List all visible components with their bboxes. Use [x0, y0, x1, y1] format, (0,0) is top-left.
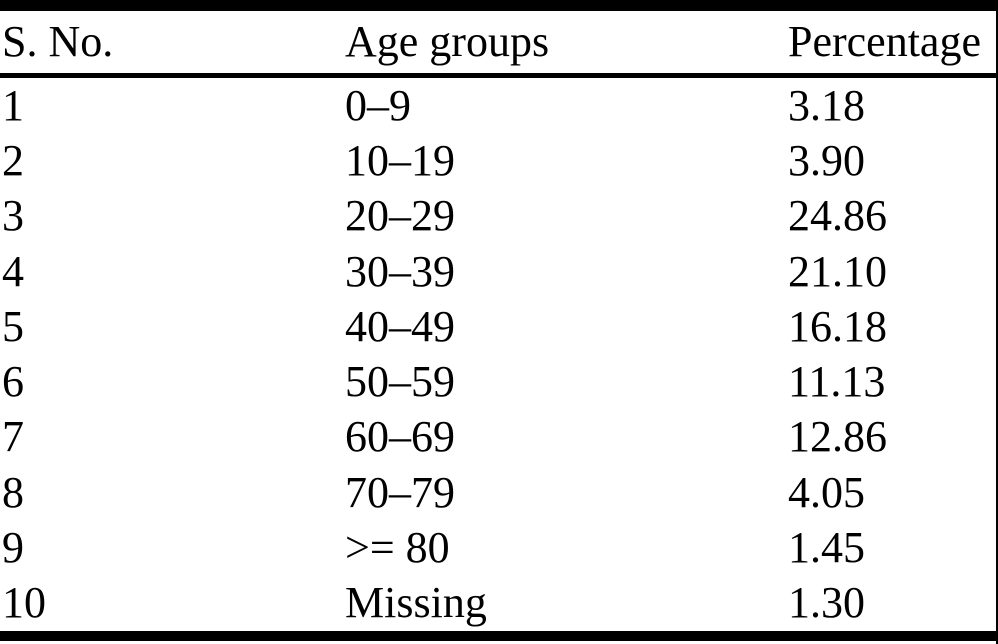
table-body: 1 0–9 3.18 2 10–19 3.90 3 20–29 24.86 4 … — [0, 78, 998, 631]
cell-percentage: 12.86 — [788, 412, 887, 462]
table-bottom-rule — [0, 631, 998, 641]
cell-age-group: 70–79 — [345, 467, 455, 517]
cell-sno: 2 — [2, 135, 24, 185]
table-row: 6 50–59 11.13 — [0, 354, 998, 409]
cell-sno: 10 — [2, 578, 46, 628]
table-row: 7 60–69 12.86 — [0, 410, 998, 465]
cell-percentage: 3.18 — [788, 80, 865, 130]
table-row: 4 30–39 21.10 — [0, 244, 998, 299]
header-sno: S. No. — [2, 17, 114, 66]
cell-age-group: 40–49 — [345, 301, 455, 351]
cell-percentage: 4.05 — [788, 467, 865, 517]
header-percentage: Percentage — [788, 17, 981, 66]
header-age-groups: Age groups — [345, 17, 550, 66]
cell-sno: 6 — [2, 357, 24, 407]
table-row: 2 10–19 3.90 — [0, 133, 998, 188]
cell-percentage: 1.30 — [788, 578, 865, 628]
cell-percentage: 21.10 — [788, 246, 887, 296]
cell-sno: 4 — [2, 246, 24, 296]
cell-age-group: Missing — [345, 578, 487, 628]
cell-sno: 3 — [2, 191, 24, 241]
table-row: 8 70–79 4.05 — [0, 465, 998, 520]
cell-age-group: 60–69 — [345, 412, 455, 462]
cell-sno: 9 — [2, 523, 24, 573]
cell-percentage: 3.90 — [788, 135, 865, 185]
table-top-rule — [0, 0, 998, 11]
cell-age-group: 30–39 — [345, 246, 455, 296]
cell-age-group: 10–19 — [345, 135, 455, 185]
cell-percentage: 24.86 — [788, 191, 887, 241]
table-row: 1 0–9 3.18 — [0, 78, 998, 133]
cell-sno: 1 — [2, 80, 24, 130]
table-row: 3 20–29 24.86 — [0, 189, 998, 244]
table-row: 10 Missing 1.30 — [0, 576, 998, 631]
cell-age-group: 50–59 — [345, 357, 455, 407]
scan-edge-artifact-line — [996, 0, 998, 644]
table-row: 5 40–49 16.18 — [0, 299, 998, 354]
cell-age-group: 20–29 — [345, 191, 455, 241]
cell-sno: 7 — [2, 412, 24, 462]
cell-sno: 5 — [2, 301, 24, 351]
table-header-separator-rule — [0, 73, 998, 78]
cell-age-group: >= 80 — [345, 523, 450, 573]
cell-percentage: 11.13 — [788, 357, 886, 407]
cell-percentage: 1.45 — [788, 523, 865, 573]
cell-sno: 8 — [2, 467, 24, 517]
table-header-row: S. No. Age groups Percentage — [0, 11, 998, 73]
table-row: 9 >= 80 1.45 — [0, 520, 998, 575]
cell-percentage: 16.18 — [788, 301, 887, 351]
cell-age-group: 0–9 — [345, 80, 411, 130]
